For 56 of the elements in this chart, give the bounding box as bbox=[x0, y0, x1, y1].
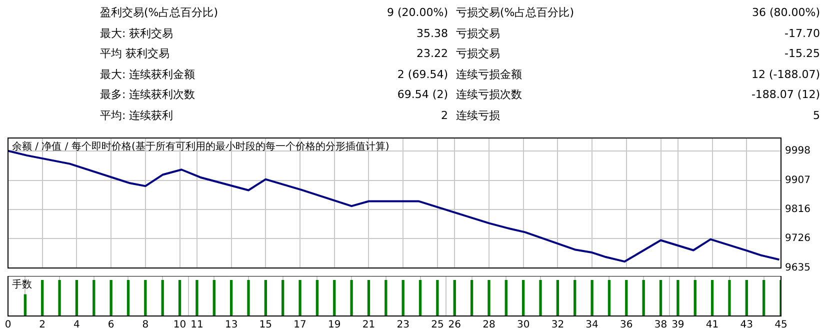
x-tick-label: 10 bbox=[173, 320, 186, 331]
text: 69.54 (2) bbox=[397, 88, 448, 102]
x-tick-label: 23 bbox=[396, 320, 410, 331]
text: -188.07 (12) bbox=[751, 88, 820, 102]
text: 12 (-188.07) bbox=[751, 68, 820, 82]
y-tick-label: 9726 bbox=[785, 233, 810, 244]
text: 亏损交易 bbox=[456, 47, 500, 61]
text: 亏损交易(%占总百分比) bbox=[456, 6, 574, 20]
x-tick-label: 41 bbox=[706, 320, 719, 331]
x-tick-label: 21 bbox=[362, 320, 376, 331]
y-tick-label: 9635 bbox=[785, 262, 810, 274]
x-tick-label: 30 bbox=[516, 320, 530, 331]
text: 平均 获利交易 bbox=[100, 47, 170, 61]
text: -17.70 bbox=[784, 26, 820, 40]
x-tick-label: 39 bbox=[672, 320, 684, 331]
text: 盈利交易(%占总百分比) bbox=[100, 6, 218, 20]
x-tick-label: 11 bbox=[190, 320, 204, 331]
chart-title: 余额 / 净值 / 每个即时价格(基于所有可利用的最小时段的每一个价格的分形插值计算) bbox=[12, 140, 390, 153]
text: 9 (20.00%) bbox=[386, 6, 448, 20]
x-tick-label: 4 bbox=[74, 320, 80, 331]
y-tick-label: 9998 bbox=[785, 145, 810, 156]
x-tick-label: 8 bbox=[142, 320, 149, 331]
text: 平均: 连续获利 bbox=[100, 108, 174, 122]
x-tick-label: 26 bbox=[448, 320, 461, 331]
text: 35.38 bbox=[416, 26, 448, 40]
y-axis-title: 手数 bbox=[12, 278, 32, 291]
text: 36 (80.00%) bbox=[752, 6, 820, 20]
x-tick-label: 2 bbox=[39, 320, 46, 331]
x-tick-label: 32 bbox=[551, 320, 564, 331]
text: 连续亏损金额 bbox=[456, 68, 522, 82]
x-tick-label: 0 bbox=[4, 320, 12, 331]
text: 2 bbox=[441, 108, 448, 122]
x-tick-label: 36 bbox=[620, 320, 633, 331]
y-tick-label: 9907 bbox=[785, 174, 810, 186]
x-tick-label: 17 bbox=[294, 320, 306, 331]
x-tick-label: 25 bbox=[431, 320, 444, 331]
x-tick-label: 19 bbox=[328, 320, 341, 331]
text: 2 (69.54) bbox=[397, 68, 448, 82]
x-tick-label: 13 bbox=[224, 320, 238, 331]
x-tick-label: 6 bbox=[108, 320, 114, 331]
x-tick-label: 34 bbox=[586, 320, 598, 331]
x-tick-label: 38 bbox=[654, 320, 668, 331]
x-tick-label: 28 bbox=[482, 320, 496, 331]
x-tick-label: 15 bbox=[259, 320, 272, 331]
text: 亏损交易 bbox=[456, 26, 500, 40]
text: 5 bbox=[813, 108, 820, 122]
x-tick-label: 45 bbox=[774, 320, 788, 331]
x-tick-label: 43 bbox=[740, 320, 754, 331]
text: 连续亏损 bbox=[456, 108, 500, 122]
text: -15.25 bbox=[784, 47, 820, 61]
text: 最大: 连续获利金额 bbox=[100, 68, 196, 82]
text: 连续亏损次数 bbox=[456, 88, 522, 102]
text: 23.22 bbox=[416, 47, 448, 61]
text: 最多: 连续获利次数 bbox=[100, 88, 196, 102]
text: 最大: 获利交易 bbox=[100, 26, 174, 40]
y-tick-label: 9816 bbox=[785, 204, 810, 216]
